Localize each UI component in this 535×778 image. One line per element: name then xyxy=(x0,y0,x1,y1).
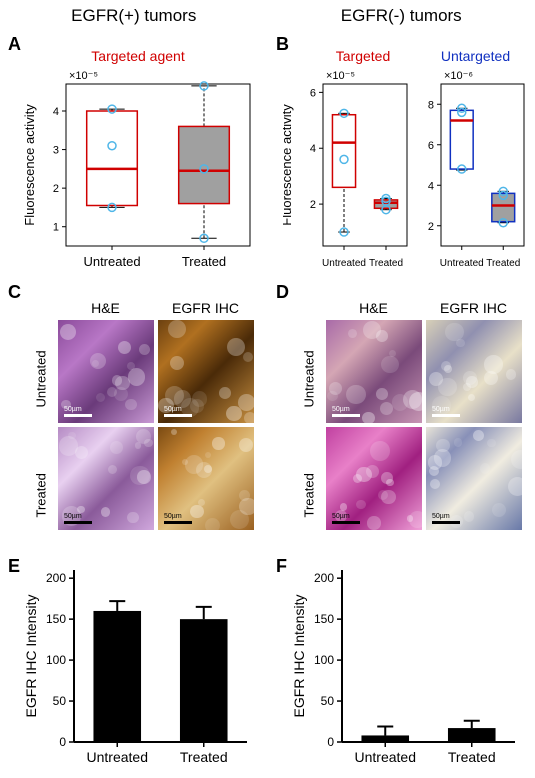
right-column-title: EGFR(-) tumors xyxy=(268,0,535,30)
panel-c: H&E EGFR IHC Untreated Treated 50µm 50µm 5… xyxy=(28,300,258,545)
svg-text:×10⁻⁵: ×10⁻⁵ xyxy=(69,70,98,82)
panel-label-d: D xyxy=(276,282,289,303)
micrograph: 50µm xyxy=(426,320,522,423)
panel-d: H&E EGFR IHC Untreated Treated 50µm 50µm 5… xyxy=(296,300,526,545)
scalebar: 50µm xyxy=(432,513,460,524)
panel-a-subtitle: Targeted agent xyxy=(18,48,258,64)
panel-b-right-subtitle: Untargeted xyxy=(428,48,523,64)
boxplot-b-left: 2 4 6 ×10⁻⁵ Fluorescence activity UntreatedTr… xyxy=(283,64,411,274)
scalebar: 50µm xyxy=(332,513,360,524)
svg-text:100: 100 xyxy=(314,653,334,667)
svg-text:Treated: Treated xyxy=(486,258,520,269)
svg-text:1: 1 xyxy=(53,222,59,234)
panel-label-e: E xyxy=(8,556,20,577)
svg-text:Fluorescence activity: Fluorescence activity xyxy=(22,104,37,226)
panel-c-row1: Treated xyxy=(34,448,49,518)
panel-f: 0 50 100 150 200 EGFR IHC Intensity Untreated T… xyxy=(290,560,525,770)
svg-text:2: 2 xyxy=(310,199,316,211)
panel-d-col1: EGFR IHC xyxy=(426,300,521,316)
svg-text:200: 200 xyxy=(314,571,334,585)
svg-text:50: 50 xyxy=(321,694,335,708)
panel-d-row0: Untreated xyxy=(302,338,317,408)
panel-e: 0 50 100 150 200 EGFR IHC Intensity Untreated T… xyxy=(22,560,257,770)
svg-text:4: 4 xyxy=(428,180,434,192)
svg-text:×10⁻⁶: ×10⁻⁶ xyxy=(444,70,473,82)
boxplot-b-right: 2 4 6 8 ×10⁻⁶ UntreatedTreated xyxy=(413,64,528,274)
micrograph: 50µm xyxy=(158,320,254,423)
svg-text:0: 0 xyxy=(59,735,66,749)
svg-text:150: 150 xyxy=(46,612,66,626)
svg-text:Untreated: Untreated xyxy=(83,254,140,269)
panel-label-c: C xyxy=(8,282,21,303)
panel-c-col1: EGFR IHC xyxy=(158,300,253,316)
svg-text:EGFR IHC Intensity: EGFR IHC Intensity xyxy=(291,595,307,718)
boxplot-a: 1 2 3 4 ×10⁻⁵ Fluorescence activity Untreated T… xyxy=(18,64,258,274)
barchart-f: 0 50 100 150 200 EGFR IHC Intensity Untreated T… xyxy=(290,560,525,770)
svg-text:4: 4 xyxy=(310,143,316,155)
svg-text:3: 3 xyxy=(53,145,59,157)
scalebar: 50µm xyxy=(64,513,92,524)
svg-text:Treated: Treated xyxy=(182,254,226,269)
micrograph: 50µm xyxy=(158,427,254,530)
svg-text:100: 100 xyxy=(46,653,66,667)
micrograph: 50µm xyxy=(426,427,522,530)
left-column-title: EGFR(+) tumors xyxy=(0,0,268,30)
scalebar: 50µm xyxy=(332,406,360,417)
micrograph: 50µm xyxy=(326,427,422,530)
column-titles: EGFR(+) tumors EGFR(-) tumors xyxy=(0,0,535,30)
svg-text:Treated: Treated xyxy=(369,258,403,269)
panel-c-row0: Untreated xyxy=(34,338,49,408)
panel-b-left-subtitle: Targeted xyxy=(318,48,408,64)
svg-text:0: 0 xyxy=(327,735,334,749)
svg-text:2: 2 xyxy=(53,183,59,195)
svg-text:4: 4 xyxy=(53,106,59,118)
svg-text:Treated: Treated xyxy=(180,749,228,765)
panel-d-row1: Treated xyxy=(302,448,317,518)
micrograph: 50µm xyxy=(58,320,154,423)
svg-text:2: 2 xyxy=(428,221,434,233)
scalebar: 50µm xyxy=(164,513,192,524)
svg-text:Treated: Treated xyxy=(448,749,496,765)
svg-text:Untreated: Untreated xyxy=(87,749,148,765)
scalebar: 50µm xyxy=(164,406,192,417)
scalebar: 50µm xyxy=(64,406,92,417)
svg-text:EGFR IHC Intensity: EGFR IHC Intensity xyxy=(23,595,39,718)
svg-text:×10⁻⁵: ×10⁻⁵ xyxy=(326,70,355,82)
svg-text:6: 6 xyxy=(428,140,434,152)
svg-text:Untreated: Untreated xyxy=(440,258,484,269)
svg-text:Fluorescence activity: Fluorescence activity xyxy=(283,104,294,226)
panel-d-col0: H&E xyxy=(326,300,421,316)
svg-text:Untreated: Untreated xyxy=(355,749,416,765)
svg-text:200: 200 xyxy=(46,571,66,585)
svg-text:150: 150 xyxy=(314,612,334,626)
panel-a: Targeted agent 1 2 3 4 ×10⁻⁵ Fluorescence act… xyxy=(18,48,258,273)
panel-b: 246×10⁻⁵Fluorescence activityUntreatedTr… xyxy=(283,48,528,273)
micrograph: 50µm xyxy=(58,427,154,530)
svg-text:8: 8 xyxy=(428,99,434,111)
micrograph: 50µm xyxy=(326,320,422,423)
scalebar: 50µm xyxy=(432,406,460,417)
barchart-e: 0 50 100 150 200 EGFR IHC Intensity Untreated T… xyxy=(22,560,257,770)
svg-text:50: 50 xyxy=(53,694,67,708)
panel-label-f: F xyxy=(276,556,287,577)
svg-text:Untreated: Untreated xyxy=(322,258,366,269)
panel-c-col0: H&E xyxy=(58,300,153,316)
svg-text:6: 6 xyxy=(310,87,316,99)
